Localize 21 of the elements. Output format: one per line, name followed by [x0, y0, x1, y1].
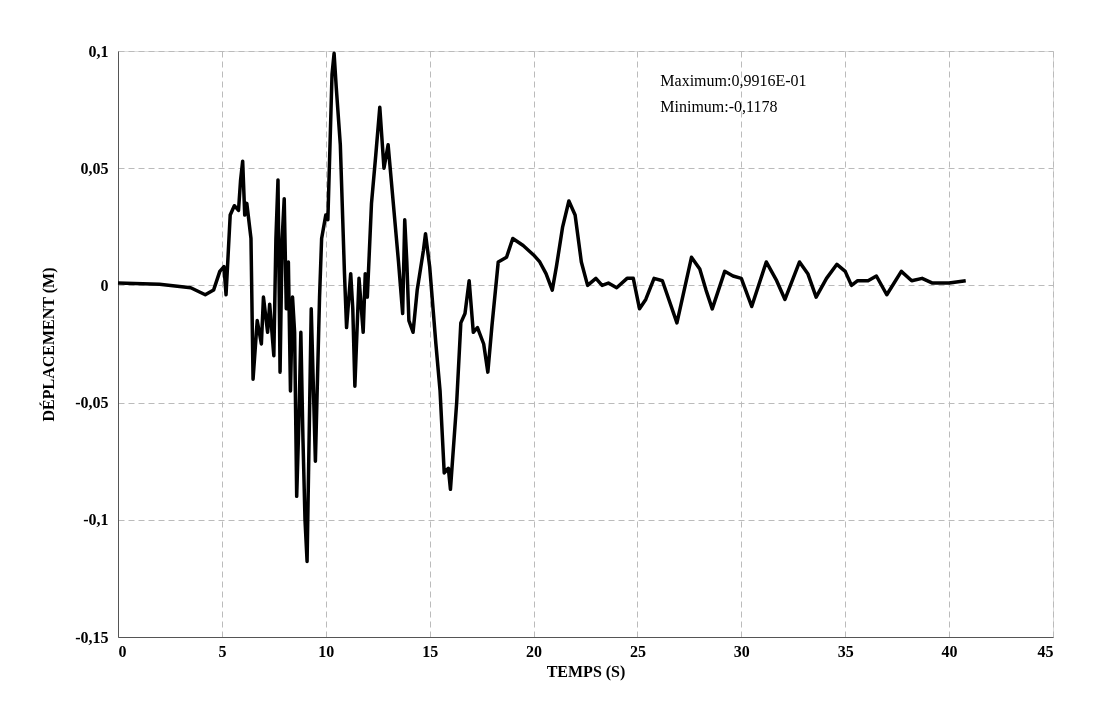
- y-axis-title: DÉPLACEMENT (M): [39, 267, 59, 422]
- x-tick-label: 40: [941, 642, 958, 660]
- x-tick-label: 10: [318, 642, 335, 660]
- line-series: [116, 51, 968, 564]
- x-tick-label: 20: [526, 642, 543, 660]
- y-tick-label: -0,1: [83, 511, 109, 529]
- x-tick-label: 35: [837, 642, 854, 660]
- x-tick-label: 45: [1037, 642, 1054, 660]
- y-tick-label: 0,05: [80, 159, 109, 177]
- x-axis-title: TEMPS (S): [546, 662, 626, 681]
- x-tick-label: 15: [422, 642, 439, 660]
- x-tick-label: 25: [629, 642, 646, 660]
- x-tick-label: 0: [118, 642, 127, 660]
- y-tick-label: -0,05: [75, 394, 109, 412]
- annotation: Maximum:0,9916E-01: [660, 72, 807, 89]
- x-tick-label: 5: [218, 642, 227, 660]
- x-tick-label: 30: [733, 642, 750, 660]
- y-tick-label: -0,15: [75, 628, 109, 646]
- annotation: Minimum:-0,1178: [660, 98, 778, 115]
- y-tick-label: 0: [100, 276, 109, 294]
- y-tick-label: 0,1: [88, 42, 109, 60]
